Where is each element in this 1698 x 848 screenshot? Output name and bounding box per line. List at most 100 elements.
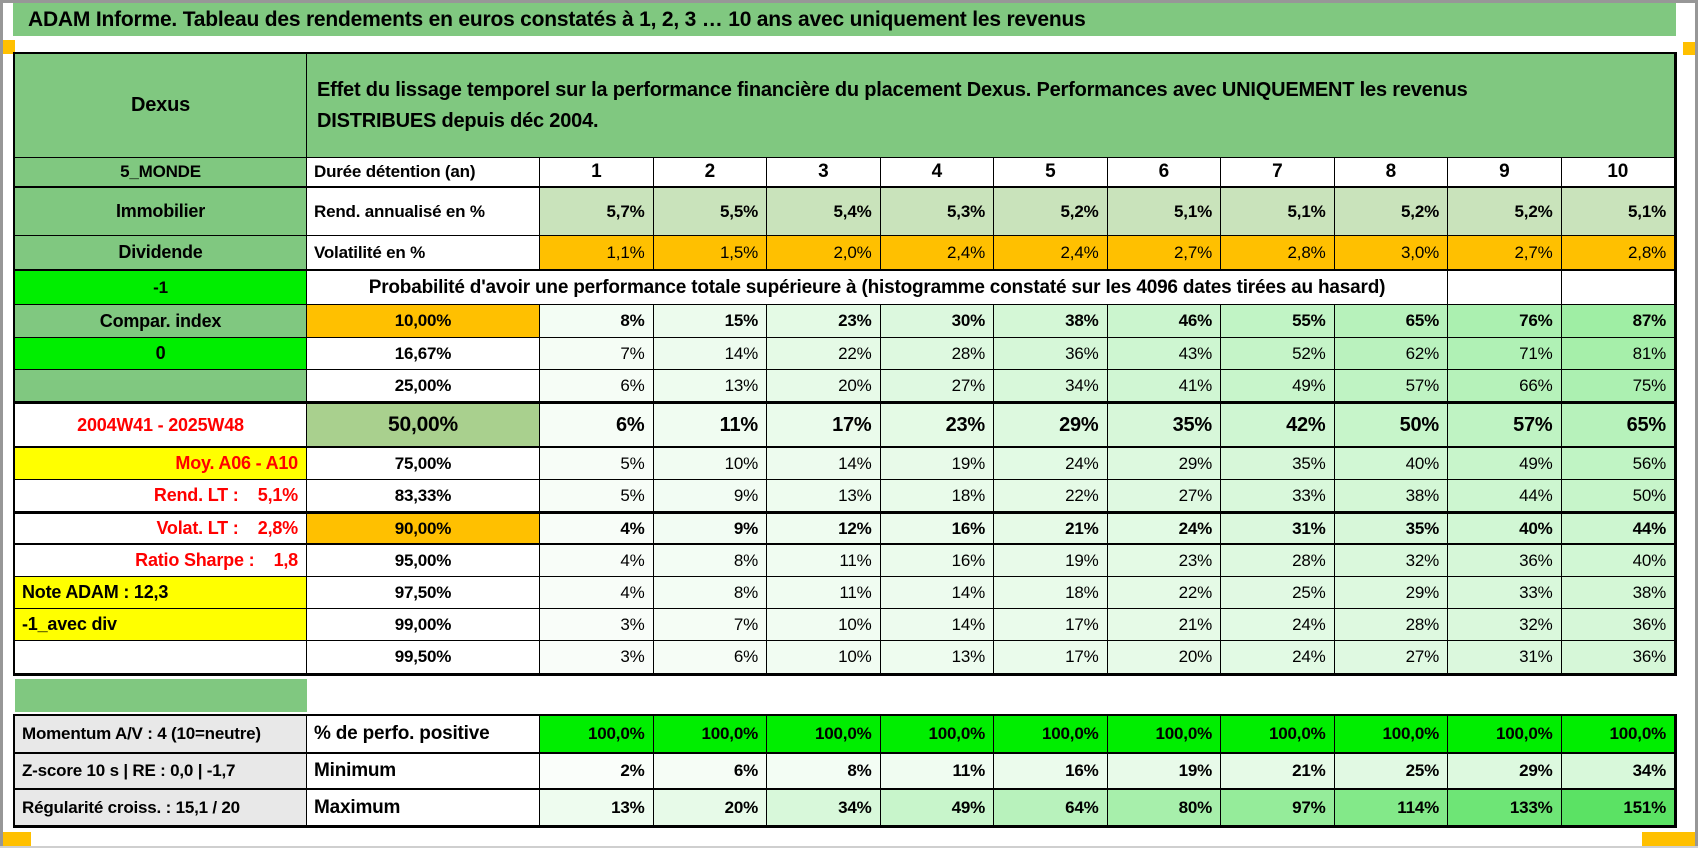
stat-value-cell[interactable]: 8%	[767, 754, 881, 790]
year-header-cell[interactable]: 3	[767, 158, 881, 188]
value-cell[interactable]: 24%	[1107, 512, 1221, 545]
row-label-cell[interactable]: Note ADAM : 12,3	[15, 577, 307, 609]
quantile-cell[interactable]: 83,33%	[307, 480, 540, 512]
value-cell[interactable]: 10%	[767, 641, 881, 674]
value-cell[interactable]: 66%	[1448, 370, 1562, 402]
value-cell[interactable]: 28%	[1334, 609, 1448, 641]
value-cell[interactable]: 31%	[1448, 641, 1562, 674]
row-label-cell[interactable]	[15, 370, 307, 402]
value-cell[interactable]: 5%	[540, 448, 654, 480]
value-cell[interactable]: 23%	[880, 402, 994, 448]
value-cell[interactable]: 40%	[1448, 512, 1562, 545]
value-cell[interactable]: 41%	[1107, 370, 1221, 402]
value-cell[interactable]: 29%	[994, 402, 1108, 448]
stat-label-cell[interactable]: Régularité croiss. : 15,1 / 20	[15, 790, 307, 826]
value-cell[interactable]: 2,4%	[880, 236, 994, 271]
value-cell[interactable]: 2,8%	[1561, 236, 1675, 271]
row-label-cell[interactable]: Volat. LT : 2,8%	[15, 512, 307, 545]
quantile-cell[interactable]: 50,00%	[307, 402, 540, 448]
sheet-name-cell[interactable]: 5_MONDE	[15, 158, 307, 188]
value-cell[interactable]: 65%	[1561, 402, 1675, 448]
value-cell[interactable]: 11%	[767, 577, 881, 609]
value-cell[interactable]: 18%	[994, 577, 1108, 609]
quantile-cell[interactable]: 16,67%	[307, 338, 540, 370]
year-header-cell[interactable]: 4	[880, 158, 994, 188]
value-cell[interactable]: 8%	[540, 305, 654, 338]
value-cell[interactable]: 4%	[540, 577, 654, 609]
stat-value-cell[interactable]: 133%	[1448, 790, 1562, 826]
value-cell[interactable]: 22%	[767, 338, 881, 370]
value-cell[interactable]: 22%	[1107, 577, 1221, 609]
stat-value-cell[interactable]: 100,0%	[1448, 716, 1562, 754]
stat-value-cell[interactable]: 100,0%	[1107, 716, 1221, 754]
value-cell[interactable]: 35%	[1107, 402, 1221, 448]
stat-value-cell[interactable]: 34%	[1561, 754, 1675, 790]
stat-value-cell[interactable]: 100,0%	[767, 716, 881, 754]
value-cell[interactable]: 5,2%	[1448, 188, 1562, 236]
value-cell[interactable]: 11%	[653, 402, 767, 448]
quantile-cell[interactable]: 99,00%	[307, 609, 540, 641]
stat-value-cell[interactable]: 11%	[880, 754, 994, 790]
value-cell[interactable]: 46%	[1107, 305, 1221, 338]
value-cell[interactable]: 4%	[540, 512, 654, 545]
value-cell[interactable]: 14%	[880, 577, 994, 609]
value-cell[interactable]: 22%	[994, 480, 1108, 512]
value-cell[interactable]: 17%	[994, 609, 1108, 641]
value-cell[interactable]: 13%	[880, 641, 994, 674]
value-cell[interactable]: 3%	[540, 609, 654, 641]
value-cell[interactable]: 5,2%	[994, 188, 1108, 236]
value-cell[interactable]: 6%	[540, 370, 654, 402]
year-header-cell[interactable]: 1	[540, 158, 654, 188]
value-cell[interactable]: 5,5%	[653, 188, 767, 236]
value-cell[interactable]: 36%	[994, 338, 1108, 370]
quantile-cell[interactable]: 97,50%	[307, 577, 540, 609]
value-cell[interactable]: 24%	[994, 448, 1108, 480]
value-cell[interactable]: 81%	[1561, 338, 1675, 370]
value-cell[interactable]: 55%	[1221, 305, 1335, 338]
value-cell[interactable]: 3%	[540, 641, 654, 674]
stat-value-cell[interactable]: 97%	[1221, 790, 1335, 826]
quantile-cell[interactable]: 10,00%	[307, 305, 540, 338]
stat-value-cell[interactable]: 100,0%	[1221, 716, 1335, 754]
value-cell[interactable]: 11%	[767, 545, 881, 577]
stat-value-cell[interactable]: 100,0%	[1334, 716, 1448, 754]
value-cell[interactable]: 7%	[540, 338, 654, 370]
probability-note-cell[interactable]: Probabilité d'avoir une performance tota…	[307, 271, 1448, 305]
value-cell[interactable]: 13%	[653, 370, 767, 402]
value-cell[interactable]: 20%	[767, 370, 881, 402]
value-cell[interactable]: 14%	[653, 338, 767, 370]
value-cell[interactable]: 76%	[1448, 305, 1562, 338]
year-header-cell[interactable]: 9	[1448, 158, 1562, 188]
stat-value-cell[interactable]: 25%	[1334, 754, 1448, 790]
value-cell[interactable]: 28%	[880, 338, 994, 370]
row-label-cell[interactable]: 2004W41 - 2025W48	[15, 402, 307, 448]
value-cell[interactable]: 15%	[653, 305, 767, 338]
value-cell[interactable]: 65%	[1334, 305, 1448, 338]
value-cell[interactable]: 5,1%	[1561, 188, 1675, 236]
value-cell[interactable]: 10%	[767, 609, 881, 641]
value-cell[interactable]: 5,7%	[540, 188, 654, 236]
stat-value-cell[interactable]: 151%	[1561, 790, 1675, 826]
value-cell[interactable]: 49%	[1448, 448, 1562, 480]
row-label-cell[interactable]: Immobilier	[15, 188, 307, 236]
value-cell[interactable]: 44%	[1561, 512, 1675, 545]
stat-value-cell[interactable]: 49%	[880, 790, 994, 826]
value-cell[interactable]: 29%	[1334, 577, 1448, 609]
value-cell[interactable]: 62%	[1334, 338, 1448, 370]
stat-value-cell[interactable]: 100,0%	[540, 716, 654, 754]
stat-value-cell[interactable]: 100,0%	[1561, 716, 1675, 754]
value-cell[interactable]: 71%	[1448, 338, 1562, 370]
value-cell[interactable]: 12%	[767, 512, 881, 545]
value-cell[interactable]: 27%	[880, 370, 994, 402]
value-cell[interactable]: 57%	[1334, 370, 1448, 402]
value-cell[interactable]: 16%	[880, 512, 994, 545]
value-cell[interactable]: 21%	[994, 512, 1108, 545]
value-cell[interactable]: 36%	[1561, 609, 1675, 641]
value-cell[interactable]: 25%	[1221, 577, 1335, 609]
value-cell[interactable]: 34%	[994, 370, 1108, 402]
quantile-cell[interactable]: Rend. annualisé en %	[307, 188, 540, 236]
stat-value-cell[interactable]: 34%	[767, 790, 881, 826]
value-cell[interactable]: 7%	[653, 609, 767, 641]
empty-cell[interactable]	[1448, 271, 1562, 305]
value-cell[interactable]: 40%	[1334, 448, 1448, 480]
